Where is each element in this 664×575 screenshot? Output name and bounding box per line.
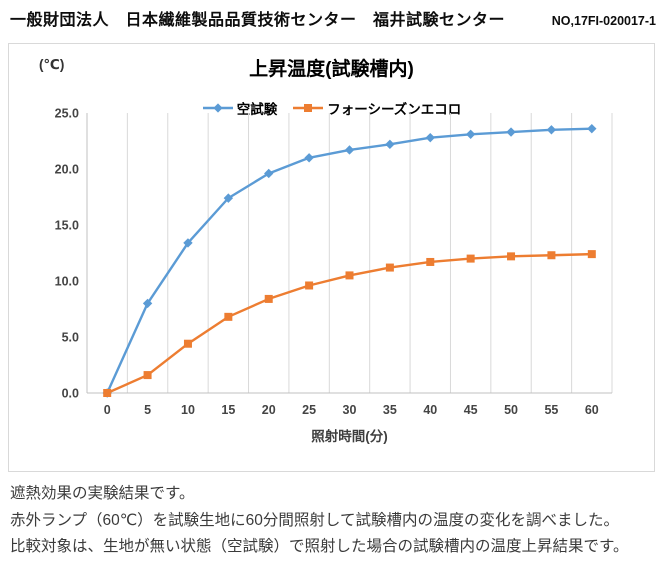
y-tick-label: 25.0 <box>55 107 79 121</box>
temperature-rise-chart: (℃) 上昇温度(試験槽内) 空試験 フォーシーズンエコロ 0.0 5.0 10.0… <box>8 43 655 472</box>
y-tick-label: 0.0 <box>62 387 79 401</box>
x-tick-label: 15 <box>221 403 235 417</box>
data-point-square <box>507 252 516 261</box>
data-point-square <box>466 254 475 263</box>
x-tick-label: 20 <box>262 403 276 417</box>
data-point-diamond <box>223 193 234 203</box>
legend-item-blank-test: 空試験 <box>202 98 278 118</box>
legend-item-four-seasons-ecolo: フォーシーズンエコロ <box>292 98 461 118</box>
data-point-diamond <box>183 238 193 248</box>
note-line: 赤外ランプ（60℃）を試験生地に60分間照射して試験槽内の温度の変化を調べました… <box>10 511 619 529</box>
note-line: 比較対象は、生地が無い状態（空試験）で照射した場合の試験槽内の温度上昇結果です。 <box>10 538 629 555</box>
data-point-diamond <box>344 145 355 155</box>
chart-title: 上昇温度(試験槽内) <box>249 59 414 80</box>
data-point-diamond <box>304 153 314 163</box>
plot-area: 0.0 5.0 10.0 15.0 20.0 25.0 0 5 10 15 20 25 30 35 40 45… <box>55 107 613 444</box>
y-tick-label: 15.0 <box>55 219 79 233</box>
x-tick-label: 10 <box>181 403 195 417</box>
data-point-diamond <box>385 139 395 150</box>
organization-name: 一般財団法人 日本繊維製品品質技術センター 福井試験センター <box>10 12 506 29</box>
line-square-marker-icon <box>293 104 324 112</box>
data-point-diamond <box>264 168 274 179</box>
data-point-diamond <box>425 132 435 143</box>
y-axis-unit-label: (℃) <box>39 57 65 72</box>
legend-label: フォーシーズンエコロ <box>327 102 462 117</box>
series-line-空試験 <box>105 127 594 395</box>
note-line: 遮熱効果の実験結果です。 <box>10 485 195 502</box>
experiment-notes: 遮熱効果の実験結果です。 赤外ランプ（60℃）を試験生地に60分間照射して試験槽… <box>10 481 658 561</box>
y-tick-label: 10.0 <box>55 275 79 289</box>
x-tick-label: 35 <box>383 403 397 417</box>
y-tick-label: 5.0 <box>62 331 79 345</box>
legend-label: 空試験 <box>236 102 278 117</box>
chart-legend: 空試験 フォーシーズンエコロ <box>9 98 654 118</box>
data-point-diamond <box>142 298 153 309</box>
data-point-diamond <box>506 127 516 137</box>
report-number: NO,17FI-020017-1 <box>551 14 656 28</box>
data-point-diamond <box>465 129 476 139</box>
report-header: 一般財団法人 日本繊維製品品質技術センター 福井試験センター NO,17FI-0… <box>10 6 656 30</box>
data-point-square <box>547 251 556 260</box>
x-tick-label: 5 <box>144 403 151 417</box>
data-point-diamond <box>546 125 557 135</box>
line-diamond-marker-icon <box>202 103 233 113</box>
data-point-square <box>385 263 394 272</box>
data-point-square <box>345 271 354 280</box>
y-tick-label: 20.0 <box>55 163 79 177</box>
data-point-square <box>183 339 192 348</box>
x-tick-label: 40 <box>423 403 437 417</box>
data-point-diamond <box>587 123 597 134</box>
x-axis-title: 照射時間(分) <box>311 428 388 444</box>
x-tick-label: 25 <box>302 403 316 417</box>
data-point-square <box>426 257 435 266</box>
x-tick-label: 45 <box>464 403 478 417</box>
data-point-square <box>224 312 233 321</box>
data-point-square <box>587 250 596 259</box>
data-point-square <box>264 294 273 303</box>
data-point-square <box>143 371 152 380</box>
x-tick-label: 30 <box>343 403 357 417</box>
x-tick-label: 60 <box>585 403 599 417</box>
x-tick-label: 55 <box>544 403 558 417</box>
data-point-square <box>103 389 112 397</box>
data-point-square <box>305 281 314 290</box>
x-tick-label: 0 <box>104 403 111 417</box>
x-tick-label: 50 <box>504 403 518 417</box>
